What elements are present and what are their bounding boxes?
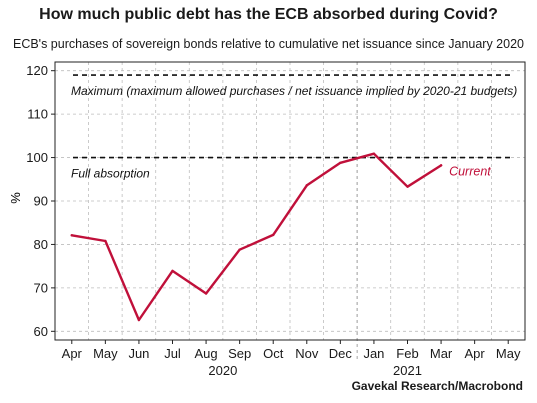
y-tick-label: 100	[26, 150, 48, 165]
reference-line-label: Full absorption	[71, 167, 150, 181]
x-tick-label: Apr	[465, 346, 486, 361]
x-tick-label: Feb	[396, 346, 418, 361]
x-tick-label: Mar	[430, 346, 453, 361]
y-tick-label: 80	[34, 237, 48, 252]
x-tick-label: Oct	[263, 346, 284, 361]
x-tick-label: Jun	[128, 346, 149, 361]
data-point	[204, 292, 208, 295]
x-tick-label: Aug	[195, 346, 218, 361]
data-point	[238, 248, 241, 251]
y-tick-label: 110	[27, 107, 48, 122]
x-tick-label: Jul	[164, 346, 181, 361]
y-axis-label: %	[8, 192, 23, 204]
data-point	[272, 233, 275, 237]
chart-subtitle: ECB's purchases of sovereign bonds relat…	[12, 37, 524, 51]
data-point	[104, 239, 107, 243]
x-tick-label: Nov	[295, 346, 319, 361]
reference-lines: Maximum (maximum allowed purchases / net…	[71, 74, 517, 181]
series-layer: Current	[70, 152, 491, 322]
reference-line-label: Maximum (maximum allowed purchases / net…	[71, 84, 517, 98]
x-tick-label: Jan	[363, 346, 384, 361]
series-label: Current	[449, 164, 491, 178]
x-year-label: 2021	[393, 363, 422, 378]
data-point	[372, 152, 376, 155]
data-point	[171, 269, 174, 273]
data-point	[439, 164, 443, 167]
source-credit: Gavekal Research/Macrobond	[351, 379, 523, 393]
x-year-label: 2020	[208, 363, 237, 378]
x-tick-label: Sep	[228, 346, 251, 361]
y-tick-label: 120	[26, 63, 48, 78]
data-point	[137, 318, 141, 322]
data-point	[339, 161, 342, 164]
data-point	[406, 185, 409, 188]
series-line	[70, 152, 443, 322]
x-axis: Apr May Jun Jul Aug Sep Oct Nov Dec Jan Feb Mar Apr M…	[62, 340, 521, 378]
x-tick-label: May	[93, 346, 118, 361]
data-point	[70, 234, 73, 237]
data-point	[305, 184, 308, 187]
y-tick-label: 60	[34, 324, 48, 339]
y-axis: 60 70 80 90 100 110 120	[26, 63, 55, 339]
x-tick-label: Apr	[62, 346, 83, 361]
x-tick-label: May	[496, 346, 521, 361]
grid-lines	[55, 62, 525, 362]
y-tick-label: 70	[34, 280, 48, 295]
x-tick-label: Dec	[329, 346, 353, 361]
y-tick-label: 90	[34, 194, 48, 209]
chart-title: How much public debt has the ECB absorbe…	[39, 6, 498, 23]
